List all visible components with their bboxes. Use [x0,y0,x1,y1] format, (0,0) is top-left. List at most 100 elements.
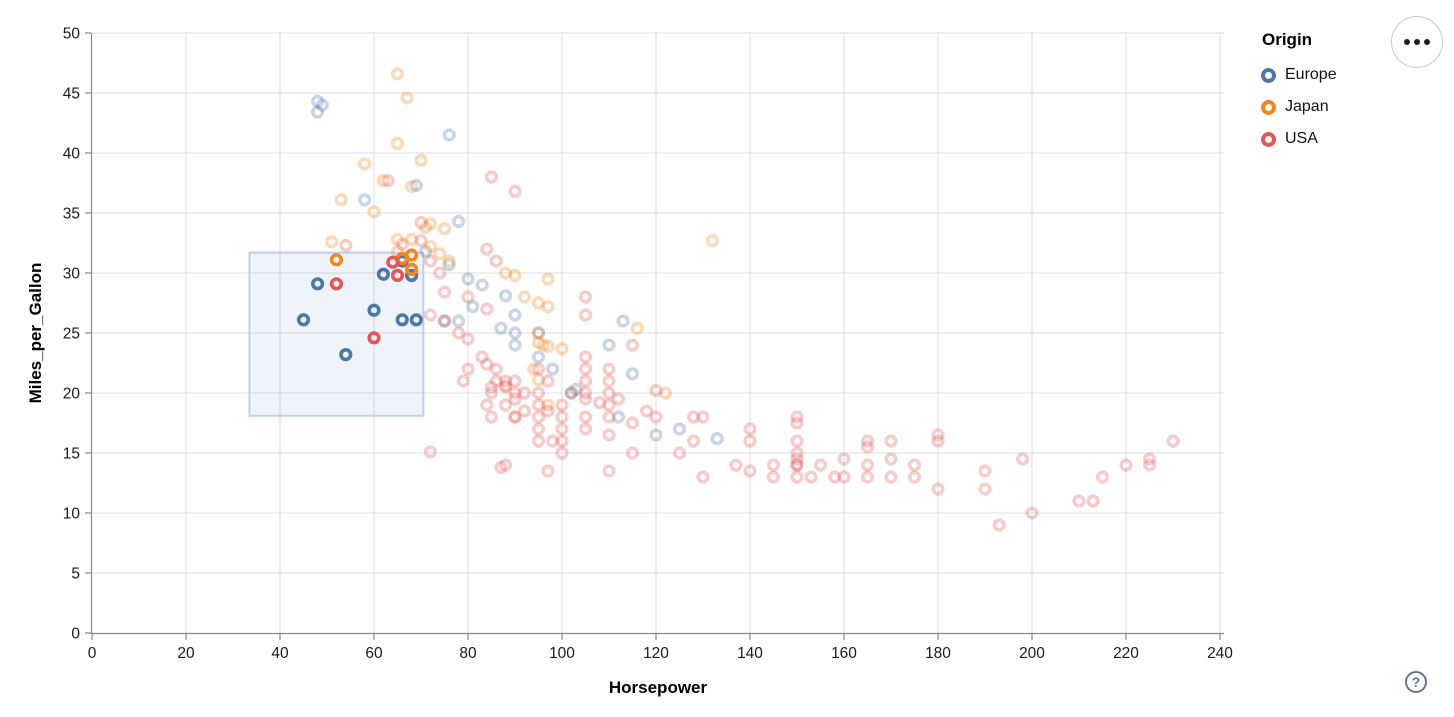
x-tick-label: 120 [643,645,669,662]
data-point-japan [499,266,513,280]
data-point-usa [578,374,593,388]
data-point-usa [766,458,781,472]
data-point-usa [696,410,710,424]
data-point-usa [437,314,452,328]
data-point-usa [484,170,499,184]
data-point-usa [625,338,640,352]
data-point-usa [790,458,804,472]
data-point-usa [686,410,701,424]
data-point-usa [813,458,828,472]
data-point-usa [414,216,428,230]
data-point-usa [602,410,616,424]
data-point-usa [860,434,875,448]
data-point-usa [555,446,569,460]
data-point-japan [531,326,546,340]
menu-button[interactable] [1391,16,1443,68]
data-point-usa [484,410,499,424]
data-point-europe [531,326,546,340]
data-point-usa [978,482,992,496]
data-point-europe [545,362,560,376]
x-tick-label: 140 [737,645,763,662]
data-point-japan [541,300,555,314]
data-point-usa [639,404,654,418]
y-tick-label: 40 [63,146,81,163]
data-point-japan [499,380,513,394]
data-point-europe [710,432,724,446]
data-point-usa [339,238,353,252]
data-point-japan [536,338,550,352]
data-point-usa [907,470,922,484]
data-point-usa [743,464,757,478]
data-point-europe [611,410,626,424]
data-point-usa [381,174,395,188]
x-tick-label: 100 [549,645,575,662]
data-point-usa [499,458,513,472]
data-point-usa [766,470,781,484]
data-point-usa [611,392,626,406]
selected-points [296,248,423,362]
data-point-japan [555,342,569,356]
data-point-usa [452,326,466,340]
data-point-japan [531,373,546,387]
data-point-usa [884,470,898,484]
data-point-europe [602,338,616,352]
data-point-europe [616,314,630,328]
data-point-usa [508,184,522,198]
data-point-usa [978,464,992,478]
data-point-japan [376,174,391,188]
y-tick-label: 15 [63,446,80,463]
data-point-japan [390,232,405,246]
data-point-japan [630,321,644,335]
data-point-usa [1015,452,1030,466]
data-point-usa [649,384,663,398]
data-point-usa [884,452,898,466]
y-tick-label: 20 [63,386,81,403]
x-tick-label: 220 [1113,645,1139,662]
data-point-usa [499,374,513,388]
data-point-europe [564,386,579,400]
selected-point-europe [376,267,391,281]
data-point-usa [489,362,503,376]
data-point-usa [860,458,875,472]
data-point-usa [437,285,452,299]
x-tick-label: 200 [1019,645,1045,662]
selected-point-japan [405,262,419,277]
data-point-japan [508,410,522,424]
data-point-usa [790,458,804,472]
data-point-usa [1142,458,1157,472]
selected-point-europe [311,277,325,291]
data-point-usa [480,302,494,316]
question-mark-icon: ? [1411,674,1421,690]
data-point-usa [461,362,475,376]
x-axis-title: Horsepower [609,678,708,697]
y-tick-label: 35 [63,206,80,223]
legend-label: Japan [1285,98,1329,115]
y-tick-label: 45 [63,86,80,103]
ellipsis-icon [1414,39,1420,45]
data-point-japan [705,234,720,248]
x-tick-label: 80 [459,645,477,662]
data-point-japan [527,362,541,376]
data-point-usa [602,398,616,412]
selected-point-europe [296,313,311,327]
data-point-usa [555,434,569,448]
data-point-usa [531,434,546,448]
data-point-europe [625,367,640,381]
data-point-usa [578,290,593,304]
data-point-usa [992,518,1006,532]
data-point-usa [555,398,569,412]
data-point-usa [541,404,555,418]
brush-selection[interactable] [248,251,425,417]
data-point-europe [475,278,489,292]
x-tick-label: 60 [365,645,383,662]
data-point-usa [508,386,522,400]
data-point-usa [1119,458,1133,472]
help-button[interactable]: ? [1405,671,1427,693]
data-point-usa [790,470,804,484]
data-point-japan [423,217,438,231]
data-point-japan [531,296,546,310]
data-point-europe [315,98,329,112]
data-point-japan [442,254,456,268]
unselected-points [311,67,1180,532]
